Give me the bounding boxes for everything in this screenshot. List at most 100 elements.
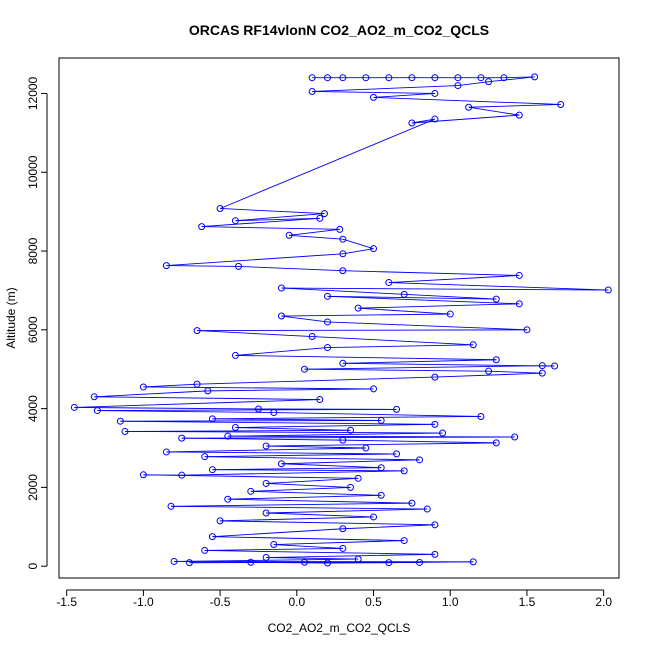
data-point (408, 74, 416, 82)
series-line-segment (266, 508, 428, 514)
series-line-segment (250, 486, 351, 492)
data-point (370, 513, 378, 521)
data-point (121, 427, 129, 435)
data-point (362, 444, 370, 452)
data-point (270, 541, 278, 549)
series-line-segment (373, 93, 435, 98)
data-point (323, 318, 331, 326)
series-line-segment (166, 451, 397, 455)
data-point (139, 383, 147, 391)
data-point (515, 300, 523, 308)
data-point (362, 74, 370, 82)
series-line-segment (197, 330, 313, 337)
series-line-segment (404, 293, 497, 300)
series-line-segment (342, 270, 520, 276)
series-line-segment (312, 91, 435, 94)
data-point (423, 505, 431, 513)
series-line-segment (289, 234, 343, 240)
data-point (339, 235, 347, 243)
series-line-segment (411, 114, 520, 124)
data-point (431, 521, 439, 529)
data-point (408, 119, 416, 127)
series-line-segment (281, 287, 405, 295)
data-point (408, 499, 416, 507)
series-line-segment (266, 445, 366, 449)
data-point (247, 558, 255, 566)
y-tick-label: 2000 (26, 474, 40, 501)
data-point (208, 533, 216, 541)
data-point (551, 362, 559, 370)
data-point (400, 467, 408, 475)
data-point (377, 464, 385, 472)
x-tick-label: 1.0 (442, 595, 459, 609)
data-point (224, 432, 232, 440)
data-point (492, 295, 500, 303)
data-point (454, 74, 462, 82)
data-point (354, 304, 362, 312)
series-line-segment (227, 432, 443, 437)
data-point (485, 78, 493, 86)
data-point (90, 393, 98, 401)
x-tick-label: -1.0 (133, 595, 154, 609)
data-point (316, 396, 324, 404)
series-line-segment (281, 315, 328, 323)
data-point (285, 231, 293, 239)
data-point (446, 310, 454, 318)
y-tick-label: 6000 (26, 316, 40, 343)
series-line-segment (373, 96, 561, 105)
y-tick-label: 10000 (26, 155, 40, 189)
data-point (247, 487, 255, 495)
series-line-segment (94, 390, 208, 398)
data-point (262, 442, 270, 450)
data-point (235, 262, 243, 270)
data-point (216, 204, 224, 212)
data-point (385, 559, 393, 567)
series-line-segment (181, 436, 515, 439)
data-point (308, 333, 316, 341)
series-line-segment (304, 368, 489, 372)
series-line-segment (342, 439, 497, 444)
series-line-segment (235, 354, 497, 361)
data-point (538, 362, 546, 370)
series-line-segment (220, 520, 435, 526)
data-point (262, 554, 270, 562)
data-point (393, 450, 401, 458)
y-tick-label: 8000 (26, 237, 40, 264)
data-point (254, 405, 262, 413)
y-tick-label: 0 (26, 563, 40, 570)
data-point (500, 74, 508, 82)
data-point (208, 415, 216, 423)
data-point (431, 89, 439, 97)
data-point (469, 558, 477, 566)
plot-data (70, 73, 612, 567)
data-point (370, 93, 378, 101)
chart-title: ORCAS RF14vlonN CO2_AO2_m_CO2_QCLS (189, 22, 489, 38)
data-point (515, 111, 523, 119)
data-point (185, 559, 193, 567)
series-line-segment (266, 483, 351, 488)
data-point (277, 460, 285, 468)
series-line-segment (273, 544, 343, 549)
data-point (308, 74, 316, 82)
series-line-segment (468, 104, 561, 108)
data-point (492, 439, 500, 447)
series-line-segment (342, 238, 374, 250)
data-point (116, 417, 124, 425)
series-line-segment (468, 106, 520, 116)
data-point (557, 100, 565, 108)
data-point (385, 74, 393, 82)
data-point (139, 471, 147, 479)
series-line-segment (197, 376, 435, 385)
data-point (339, 544, 347, 552)
series-line-segment (304, 365, 543, 370)
series-line-segment (212, 416, 481, 420)
series-line-segment (358, 307, 451, 315)
data-point (492, 356, 500, 364)
series-line-segment (235, 423, 435, 428)
series-line-segment (170, 502, 412, 507)
series-line-segment (120, 419, 382, 422)
series-line-segment (342, 524, 435, 530)
data-point (377, 416, 385, 424)
series-line-segment (266, 442, 497, 447)
series-line-segment (143, 383, 198, 388)
